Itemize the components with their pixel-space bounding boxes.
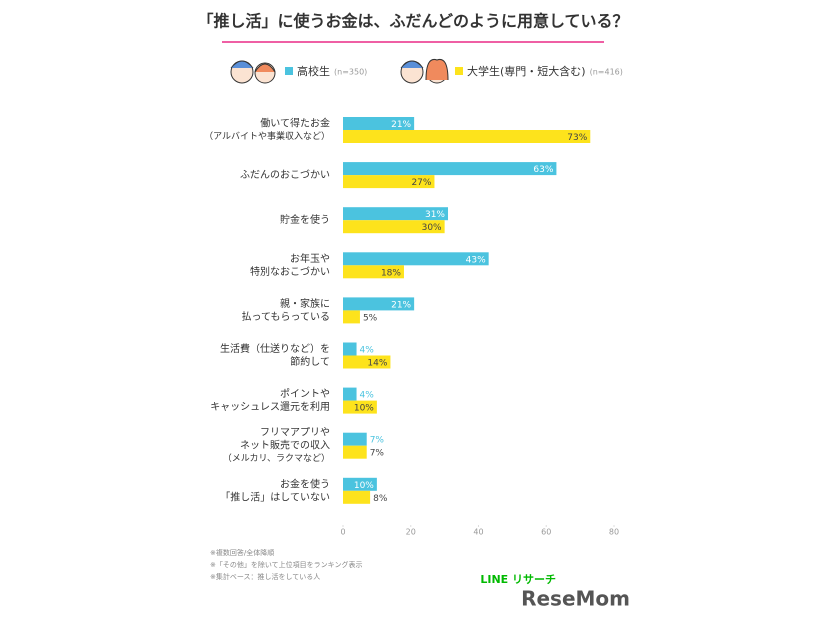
value-label: 18%	[381, 268, 401, 278]
bar	[343, 265, 404, 279]
publisher-logo: ReseMom	[521, 587, 630, 611]
value-label: 31%	[425, 210, 445, 220]
bar	[343, 355, 391, 369]
value-label: 21%	[391, 120, 411, 130]
value-label: 73%	[567, 133, 587, 143]
bar	[343, 117, 415, 130]
legend-swatch	[455, 67, 463, 75]
category-label: 貯金を使う	[280, 213, 330, 226]
category-label: 働いて得たお金	[260, 117, 330, 130]
value-label: 14%	[367, 359, 387, 369]
category-label: 特別なおこづかい	[250, 266, 330, 278]
bar	[343, 207, 449, 221]
bar	[343, 490, 371, 504]
x-tick-label: 60	[541, 528, 551, 537]
bar	[343, 220, 445, 234]
source-logo: LINE リサーチ	[480, 573, 556, 586]
value-label: 21%	[391, 300, 411, 310]
value-label: 5%	[363, 313, 378, 323]
bar	[343, 432, 367, 446]
category-label: ネット販売での収入	[240, 439, 330, 452]
chart-title: 「推し活」に使うお金は、ふだんどのように用意している？	[197, 12, 628, 31]
value-label: 7%	[370, 449, 385, 459]
legend-sample: (n=416)	[590, 68, 623, 77]
category-label: 親・家族に	[280, 297, 330, 310]
legend-swatch	[285, 67, 293, 75]
category-label: 生活費（仕送りなど）を	[220, 342, 330, 355]
category-label: お金を使う	[280, 477, 330, 490]
category-label: ポイントや	[280, 388, 330, 400]
value-label: 10%	[354, 404, 374, 414]
footnote: ※集計ベース：推し活をしている人	[210, 572, 320, 581]
bar	[343, 297, 415, 311]
x-tick-label: 0	[340, 528, 345, 537]
bar	[343, 387, 357, 401]
value-label: 43%	[466, 255, 486, 265]
value-label: 7%	[370, 436, 385, 446]
bar	[343, 162, 557, 176]
bar	[343, 445, 367, 459]
value-label: 63%	[533, 165, 553, 175]
x-tick-label: 80	[609, 528, 619, 537]
category-label: ふだんのおこづかい	[240, 169, 330, 181]
x-tick-label: 20	[406, 528, 416, 537]
category-label: （メルカリ、ラクマなど）	[223, 453, 330, 464]
category-label: 節約して	[290, 355, 330, 368]
icon-high-school	[230, 60, 276, 84]
x-tick-label: 40	[473, 528, 483, 537]
footnote: ※「その他」を除いて上位項目をランキング表示	[210, 560, 362, 569]
bar	[343, 477, 377, 491]
legend-label: 高校生	[297, 64, 330, 78]
bar	[343, 342, 357, 356]
category-label: お年玉や	[290, 252, 330, 265]
value-label: 4%	[360, 391, 375, 401]
bar	[343, 400, 377, 414]
bar	[343, 130, 591, 143]
value-label: 27%	[411, 178, 431, 188]
category-label: 払ってもらっている	[242, 310, 331, 323]
category-label: （アルバイトや事業収入など）	[204, 130, 330, 142]
bar	[343, 252, 489, 266]
category-label: 「推し活」はしていない	[220, 490, 330, 503]
icon-university	[400, 58, 449, 84]
value-label: 4%	[360, 346, 375, 356]
bar	[343, 310, 360, 324]
category-label: キャッシュレス還元を利用	[210, 401, 330, 413]
legend-label: 大学生(専門・短大含む)	[467, 64, 586, 78]
value-label: 30%	[422, 223, 442, 233]
value-label: 10%	[354, 481, 374, 491]
footnote: ※複数回答/全体降順	[210, 548, 274, 557]
category-label: フリマアプリや	[260, 427, 330, 439]
legend-sample: (n=350)	[334, 68, 367, 77]
value-label: 8%	[373, 494, 388, 504]
bar	[343, 175, 435, 189]
